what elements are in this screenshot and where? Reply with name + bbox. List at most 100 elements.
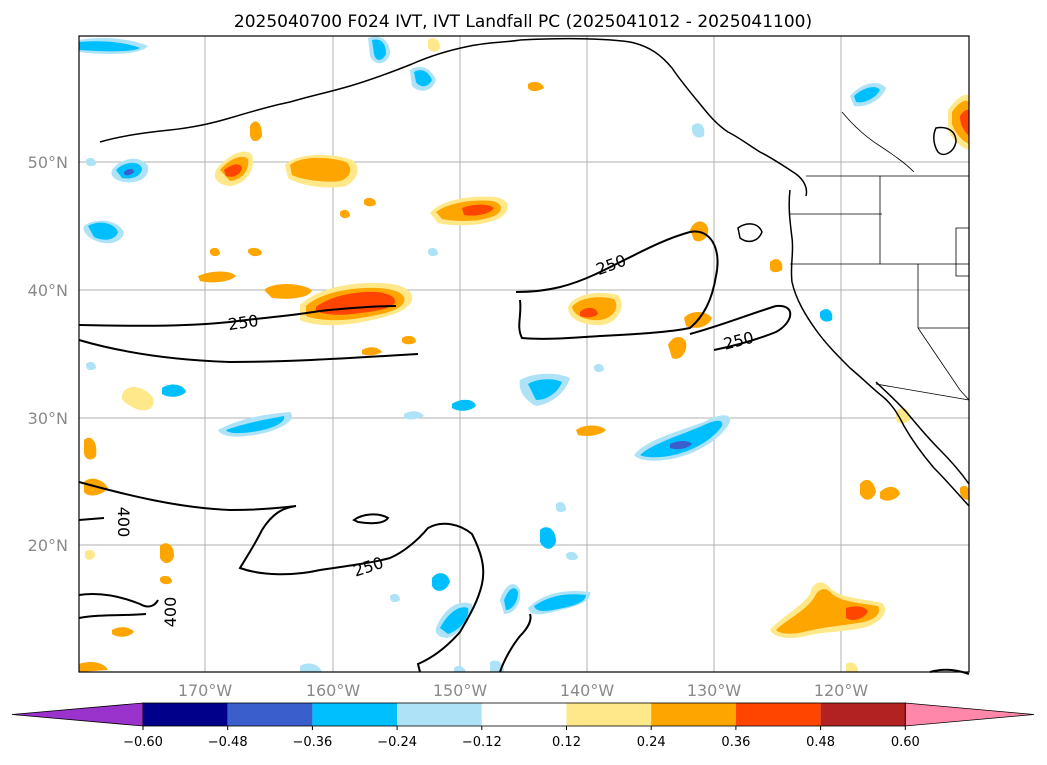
pc-blob-neg-small-2 [452, 399, 476, 411]
pc-blob-neg-alaska2-mid [372, 39, 386, 60]
pc-blob-neg-topleft-mid [79, 41, 140, 52]
lon-label-140w: 140°W [560, 681, 615, 700]
border-bc-ab [841, 111, 915, 173]
pc-blob-pos-small-11 [84, 437, 97, 460]
lat-label-50n: 50°N [28, 153, 68, 172]
colorbar-tick-label: 0.24 [637, 735, 666, 750]
pc-blob-neg-small-16 [454, 665, 466, 672]
pc-blob-neg-s2-mid [504, 588, 518, 610]
contour-label-400-1: 400 [114, 507, 133, 538]
pc-blob-neg-small-9 [86, 157, 96, 167]
pc-blob-neg-w-mid [88, 222, 118, 240]
contour-250-east-b [689, 304, 792, 351]
pc-blob-neg-alaska-mid [414, 70, 432, 87]
pc-blob-neg-south-mid [534, 594, 586, 611]
colorbar-tick-label: −0.60 [123, 735, 163, 750]
coast-alaska-bc [519, 37, 808, 197]
pc-blob-pos-small-28 [846, 662, 858, 672]
pc-blob-pos-canada-strong [960, 109, 969, 136]
pc-blob-pos-small-27 [960, 485, 969, 500]
pc-blob-neg-small-13 [428, 247, 438, 257]
pc-blob-pos-small-9 [860, 479, 876, 500]
pc-blob-pos-small-2 [198, 271, 236, 283]
colorbar-extend-low [11, 702, 144, 727]
pc-blob-pos-small-3 [668, 336, 687, 359]
colorbar-tick-label: 0.48 [806, 735, 835, 750]
pc-blob-pos-small-18 [362, 347, 382, 356]
pc-shading [79, 36, 969, 672]
map-panel [79, 36, 969, 672]
pc-blob-neg-small-10 [86, 361, 96, 371]
border-us-mexico [875, 383, 970, 401]
contour-label-400-2: 400 [161, 597, 180, 628]
colorbar-segment [566, 703, 652, 726]
ivt-contours [78, 230, 970, 675]
political-borders [790, 111, 970, 401]
border-ca-nv-diag [917, 327, 970, 401]
contour-400-c [78, 613, 147, 619]
pc-blob-neg-nw-strong [124, 169, 134, 176]
colorbar-segment [820, 703, 906, 726]
lon-label-160w: 160°W [306, 681, 361, 700]
contour-small-2 [929, 668, 970, 675]
contour-400-b [78, 593, 159, 608]
colorbar-segment [651, 703, 736, 726]
contour-label-250-1: 250 [227, 311, 260, 334]
contour-250-east [515, 230, 719, 340]
pc-blob-pos-north-strong [462, 204, 494, 216]
colorbar: −0.60 −0.48 −0.36 −0.24 −0.12 0.12 0.24 0.36 0.4… [11, 702, 1035, 750]
contour-250-b [78, 339, 419, 364]
coast-island-canada [933, 126, 957, 156]
coast-island-west [737, 223, 763, 243]
pc-blob-pos-small-16 [428, 38, 440, 52]
colorbar-segment [312, 703, 398, 726]
contour-small-1 [352, 513, 390, 525]
pc-blob-neg-c-mid [528, 379, 562, 400]
lat-label-40n: 40°N [28, 281, 68, 300]
lon-label-120w: 120°W [814, 681, 869, 700]
colorbar-outline [142, 702, 906, 727]
pc-blob-pos-small-25 [85, 549, 95, 560]
lon-label-130w: 130°W [687, 681, 742, 700]
pc-blob-pos-southeast-mid [776, 589, 880, 634]
coast-west-us-mexico [788, 189, 970, 507]
gridlines [79, 36, 969, 672]
colorbar-tick-label: 0.36 [721, 735, 750, 750]
colorbar-segment [481, 703, 567, 726]
pc-blob-pos-small-1 [264, 284, 312, 299]
pc-blob-pos-170w-strong [224, 164, 242, 177]
colorbar-segment [143, 703, 228, 726]
lat-label-20n: 20°N [28, 536, 68, 555]
pc-blob-neg-small-8 [692, 123, 705, 138]
pc-blob-neg-small-4 [432, 573, 450, 591]
pc-blob-neg-mid-mid [226, 416, 285, 434]
colorbar-segment [397, 703, 482, 726]
pc-blob-pos-small-24 [250, 121, 262, 142]
pc-blob-pos-small-12 [112, 627, 134, 637]
pc-blob-pos-small-6 [576, 425, 606, 436]
colorbar-segment [227, 703, 313, 726]
colorbar-segment [735, 703, 821, 726]
colorbar-tick-label: −0.48 [208, 735, 248, 750]
contour-small-3 [499, 613, 532, 673]
pc-blob-pos-small-8 [160, 543, 174, 564]
pc-blob-neg-small-15 [566, 551, 578, 561]
pc-blob-pos-small-17 [528, 81, 544, 91]
pc-blob-neg-small-14 [594, 363, 604, 373]
pc-blob-neg-s1-mid [440, 607, 469, 634]
lon-label-170w: 170°W [178, 681, 233, 700]
pc-blob-pos-small-19 [402, 335, 416, 345]
colorbar-tick-label: 0.12 [552, 735, 581, 750]
pc-blob-pos-southeast-strong [846, 606, 868, 620]
lon-label-150w: 150°W [433, 681, 488, 700]
pc-blob-pos-small-13 [770, 259, 783, 273]
pc-blob-pos-small-26 [160, 575, 172, 585]
map-frame [78, 35, 970, 673]
pc-blob-neg-small-1 [162, 384, 186, 397]
contour-400-a [78, 517, 105, 521]
map-title: 2025040700 F024 IVT, IVT Landfall PC (20… [234, 12, 812, 32]
pc-blob-pos-small-21 [364, 197, 376, 207]
pc-blob-pos-50n-mid [290, 157, 351, 182]
pc-blob-neg-small-11 [556, 502, 566, 513]
